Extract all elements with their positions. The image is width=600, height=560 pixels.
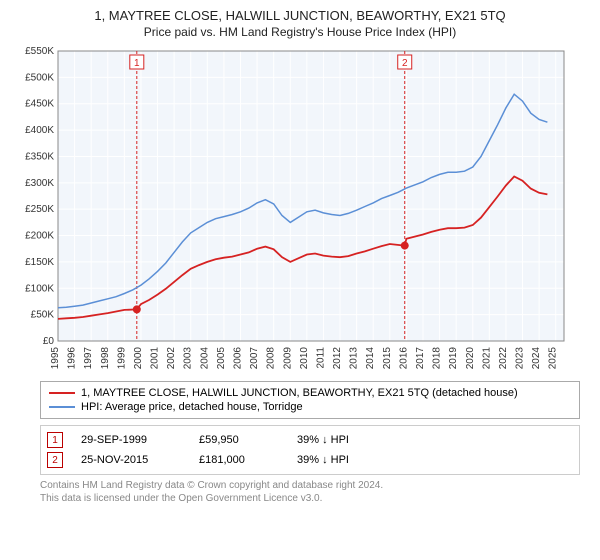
attribution: Contains HM Land Registry data © Crown c…	[40, 479, 580, 505]
sale-date: 29-SEP-1999	[81, 434, 181, 446]
svg-text:2001: 2001	[150, 347, 161, 370]
sale-row: 2 25-NOV-2015 £181,000 39% ↓ HPI	[47, 450, 573, 470]
sale-badge: 1	[47, 432, 63, 448]
legend-box: 1, MAYTREE CLOSE, HALWILL JUNCTION, BEAW…	[40, 381, 580, 419]
legend-swatch	[49, 406, 75, 408]
svg-text:2017: 2017	[415, 347, 426, 370]
legend-swatch	[49, 392, 75, 394]
svg-text:£400K: £400K	[25, 125, 54, 136]
svg-text:2002: 2002	[166, 347, 177, 370]
svg-text:2011: 2011	[315, 347, 326, 369]
svg-text:1999: 1999	[116, 347, 127, 370]
svg-text:2023: 2023	[515, 347, 526, 370]
sale-price: £181,000	[199, 454, 279, 466]
legend-label: HPI: Average price, detached house, Torr…	[81, 401, 303, 413]
sales-table: 1 29-SEP-1999 £59,950 39% ↓ HPI 2 25-NOV…	[40, 425, 580, 475]
legend-item: HPI: Average price, detached house, Torr…	[49, 400, 571, 414]
sale-badge: 2	[47, 452, 63, 468]
chart-title: 1, MAYTREE CLOSE, HALWILL JUNCTION, BEAW…	[10, 8, 590, 23]
svg-text:£100K: £100K	[25, 283, 54, 294]
chart-area: £0 £50K £100K £150K £200K £250K £300K £350K £400…	[10, 45, 590, 375]
svg-text:£500K: £500K	[25, 72, 54, 83]
attribution-line: Contains HM Land Registry data © Crown c…	[40, 479, 580, 492]
svg-text:£350K: £350K	[25, 151, 54, 162]
sale-delta: 39% ↓ HPI	[297, 454, 349, 466]
svg-text:2024: 2024	[531, 347, 542, 370]
legend-item: 1, MAYTREE CLOSE, HALWILL JUNCTION, BEAW…	[49, 386, 571, 400]
svg-text:£450K: £450K	[25, 99, 54, 110]
svg-text:2009: 2009	[282, 347, 293, 370]
sale-date: 25-NOV-2015	[81, 454, 181, 466]
svg-text:2016: 2016	[398, 347, 409, 370]
legend-label: 1, MAYTREE CLOSE, HALWILL JUNCTION, BEAW…	[81, 387, 518, 399]
svg-text:2004: 2004	[199, 347, 210, 370]
svg-text:£550K: £550K	[25, 46, 54, 57]
svg-text:£200K: £200K	[25, 231, 54, 242]
svg-text:2005: 2005	[216, 347, 227, 370]
svg-text:2020: 2020	[465, 347, 476, 370]
svg-text:2: 2	[402, 58, 408, 69]
svg-text:2018: 2018	[432, 347, 443, 370]
svg-text:2022: 2022	[498, 347, 509, 370]
svg-text:1995: 1995	[50, 347, 61, 370]
svg-text:2015: 2015	[382, 347, 393, 370]
svg-text:2021: 2021	[481, 347, 492, 370]
svg-text:2025: 2025	[548, 347, 559, 370]
svg-text:2007: 2007	[249, 347, 260, 370]
svg-text:1997: 1997	[83, 347, 94, 370]
svg-text:£300K: £300K	[25, 178, 54, 189]
sale-row: 1 29-SEP-1999 £59,950 39% ↓ HPI	[47, 430, 573, 450]
attribution-line: This data is licensed under the Open Gov…	[40, 492, 580, 505]
chart-subtitle: Price paid vs. HM Land Registry's House …	[10, 25, 590, 39]
svg-text:2006: 2006	[232, 347, 243, 370]
svg-text:2008: 2008	[266, 347, 277, 370]
svg-text:2000: 2000	[133, 347, 144, 370]
svg-text:1998: 1998	[100, 347, 111, 370]
svg-text:2012: 2012	[332, 347, 343, 370]
svg-text:2014: 2014	[365, 347, 376, 370]
svg-text:1996: 1996	[67, 347, 78, 370]
sale-price: £59,950	[199, 434, 279, 446]
svg-text:£150K: £150K	[25, 257, 54, 268]
sale-delta: 39% ↓ HPI	[297, 434, 349, 446]
svg-text:2013: 2013	[349, 347, 360, 370]
svg-text:1: 1	[134, 58, 140, 69]
svg-text:£0: £0	[43, 336, 55, 347]
svg-text:£250K: £250K	[25, 204, 54, 215]
svg-text:2010: 2010	[299, 347, 310, 370]
svg-text:£50K: £50K	[31, 310, 55, 321]
svg-text:2003: 2003	[183, 347, 194, 370]
price-chart-svg: £0 £50K £100K £150K £200K £250K £300K £350K £400…	[10, 45, 570, 375]
svg-text:2019: 2019	[448, 347, 459, 370]
